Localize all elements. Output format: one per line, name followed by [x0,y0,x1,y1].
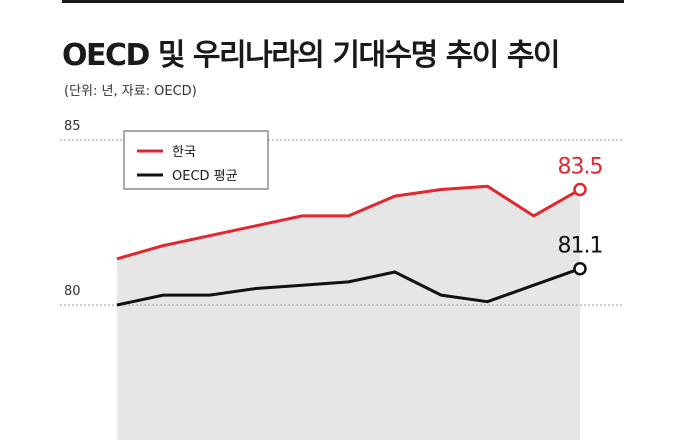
series-group: 83.5 81.1 [116,155,603,307]
legend: 한국 OECD 평균 [123,130,269,190]
legend-box [123,130,269,190]
end-value-label-0: 83.5 [558,155,603,180]
y-axis-ticks: 80 85 [64,119,81,299]
legend-label-0: 한국 [172,145,196,160]
chart-title: OECD 및 우리나라의 기대수명 추이 추이 [62,38,561,73]
end-marker-1 [573,261,587,276]
chart-subtitle: (단위: 년, 자료: OECD) [64,84,197,99]
legend-label-1: OECD 평균 [172,169,238,184]
series-line-1 [116,267,581,307]
top-rule [62,0,624,3]
y-tick-label-80: 80 [64,284,81,299]
end-value-label-1: 81.1 [558,234,603,259]
series-line-0 [116,184,581,261]
plot-area-shading [117,186,580,440]
y-tick-label-85: 85 [64,119,81,134]
end-marker-0 [573,182,587,197]
